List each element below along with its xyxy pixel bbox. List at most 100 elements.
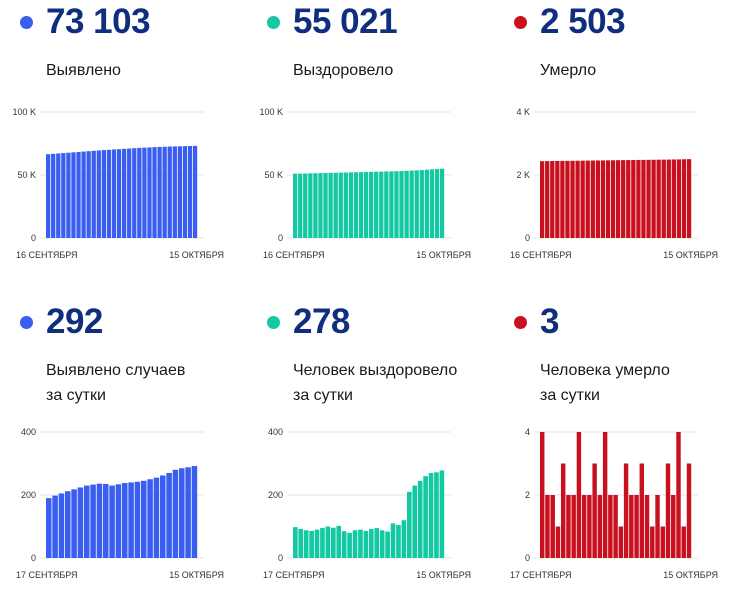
stat-label-line: за сутки: [293, 387, 353, 404]
bar: [385, 531, 390, 558]
bar: [325, 526, 331, 558]
bar: [665, 463, 671, 558]
bar: [90, 484, 96, 558]
bar: [409, 170, 414, 238]
bar: [629, 495, 634, 558]
bar: [565, 160, 570, 238]
bar: [363, 530, 369, 558]
bar: [621, 160, 626, 238]
bar: [412, 485, 418, 558]
bar: [384, 171, 389, 238]
legend-dot-icon: [20, 16, 33, 29]
bar: [555, 160, 560, 238]
y-tick-label: 50 K: [264, 170, 283, 180]
bar: [309, 530, 314, 558]
stat-value: 292: [46, 302, 103, 341]
bar: [650, 526, 655, 558]
y-tick-label: 4 K: [516, 107, 530, 117]
bar: [314, 529, 320, 558]
x-start-label: 16 СЕНТЯБРЯ: [510, 250, 572, 260]
bar: [379, 530, 385, 558]
bar: [122, 483, 128, 558]
bar: [417, 480, 423, 558]
bar: [676, 432, 681, 558]
bar: [77, 487, 84, 558]
x-end-label: 15 ОКТЯБРЯ: [169, 570, 224, 580]
stat-panel: 73 103 Выявлено 0 50 K 100 K 16 СЕНТЯБРЯ 15 ОК…: [0, 0, 240, 290]
bar: [585, 160, 590, 238]
bar: [581, 495, 587, 558]
bar: [298, 529, 304, 558]
y-tick-label: 400: [21, 427, 36, 437]
bar: [414, 170, 419, 238]
bar: [439, 168, 445, 238]
bar: [616, 160, 621, 238]
bar: [686, 463, 692, 558]
bar: [179, 468, 185, 558]
bar: [666, 159, 671, 238]
stat-value: 55 021: [293, 2, 398, 41]
bar: [623, 463, 629, 558]
bar: [96, 483, 103, 558]
bar: [570, 160, 575, 238]
bar: [101, 150, 106, 238]
bar: [71, 489, 77, 558]
bar: [661, 159, 666, 238]
bar-chart: 0 2 4 17 СЕНТЯБРЯ 15 ОКТЯБРЯ: [494, 420, 733, 590]
bar: [185, 467, 191, 558]
stat-panel: 278 Человек выздоровело за сутки 0 200 400 17 …: [247, 300, 487, 590]
stat-label-line: Выявлено: [46, 62, 121, 79]
stat-label: Выявлено: [46, 58, 121, 83]
bar: [341, 531, 347, 558]
stat-label-line: за сутки: [540, 387, 600, 404]
bar: [369, 529, 374, 558]
bar: [540, 432, 545, 558]
y-tick-label: 100 K: [259, 107, 283, 117]
bar: [580, 160, 585, 238]
bar: [153, 477, 160, 558]
bar: [65, 491, 71, 558]
bar: [390, 523, 396, 558]
bar: [590, 160, 595, 238]
bar: [187, 146, 193, 238]
bar: [639, 463, 645, 558]
bar: [348, 172, 353, 238]
bar: [76, 151, 81, 238]
bar: [192, 145, 198, 238]
bar: [560, 463, 566, 558]
bar: [540, 161, 545, 238]
bar: [172, 469, 179, 558]
bar: [91, 150, 96, 238]
y-tick-label: 0: [31, 553, 36, 563]
stat-value: 73 103: [46, 2, 151, 41]
y-tick-label: 400: [268, 427, 283, 437]
bar: [374, 528, 380, 558]
chart-svg: 0 2 K 4 K 16 СЕНТЯБРЯ 15 ОКТЯБРЯ: [510, 107, 718, 260]
bar: [631, 160, 636, 238]
bar: [374, 171, 379, 238]
bar: [592, 463, 597, 558]
bar: [394, 171, 399, 238]
chart-svg: 0 50 K 100 K 16 СЕНТЯБРЯ 15 ОКТЯБРЯ: [12, 107, 224, 260]
legend-dot-icon: [267, 16, 280, 29]
bar: [428, 472, 434, 558]
bar: [191, 466, 198, 558]
y-tick-label: 4: [525, 427, 530, 437]
bar: [681, 159, 687, 238]
y-tick-label: 0: [525, 233, 530, 243]
bar: [424, 169, 429, 238]
bar: [655, 495, 660, 558]
bar: [641, 159, 646, 238]
bar-chart: 0 50 K 100 K 16 СЕНТЯБРЯ 15 ОКТЯБРЯ: [0, 100, 240, 270]
bar: [618, 526, 624, 558]
bar: [550, 495, 555, 558]
bar: [323, 172, 328, 238]
bar: [84, 485, 90, 558]
stat-value: 278: [293, 302, 350, 341]
bar-chart: 0 2 K 4 K 16 СЕНТЯБРЯ 15 ОКТЯБРЯ: [494, 100, 733, 270]
stat-label: Человека умерло за сутки: [540, 358, 670, 408]
bar: [429, 169, 435, 238]
chart-svg: 0 2 4 17 СЕНТЯБРЯ 15 ОКТЯБРЯ: [510, 427, 718, 580]
y-tick-label: 0: [278, 233, 283, 243]
bar: [407, 491, 412, 558]
